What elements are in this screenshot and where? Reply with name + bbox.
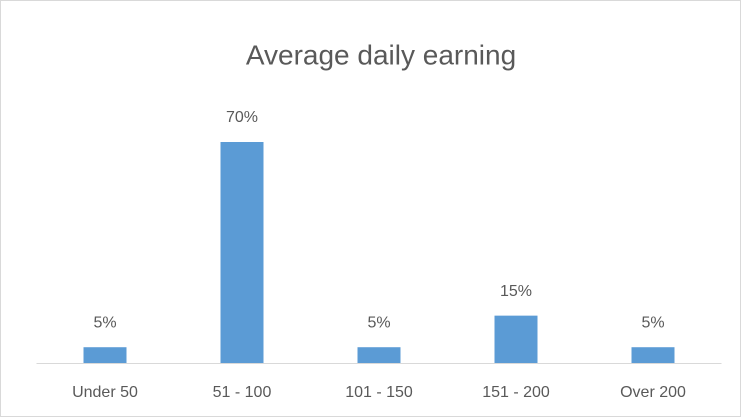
data-label: 15% [500,283,532,300]
data-label: 70% [226,109,258,126]
bar [631,347,675,363]
x-tick-label: Over 200 [620,384,686,401]
x-tick-label: Under 50 [72,384,138,401]
x-tick-label: 101 - 150 [345,384,413,401]
data-label: 5% [93,314,116,331]
bar [220,142,264,363]
bar [83,347,127,363]
x-tick-label: 151 - 200 [482,384,550,401]
x-tick-label: 51 - 100 [213,384,272,401]
bar [494,315,538,363]
bar [357,347,401,363]
data-label: 5% [367,314,390,331]
data-label: 5% [641,314,664,331]
chart-title: Average daily earning [246,39,516,70]
